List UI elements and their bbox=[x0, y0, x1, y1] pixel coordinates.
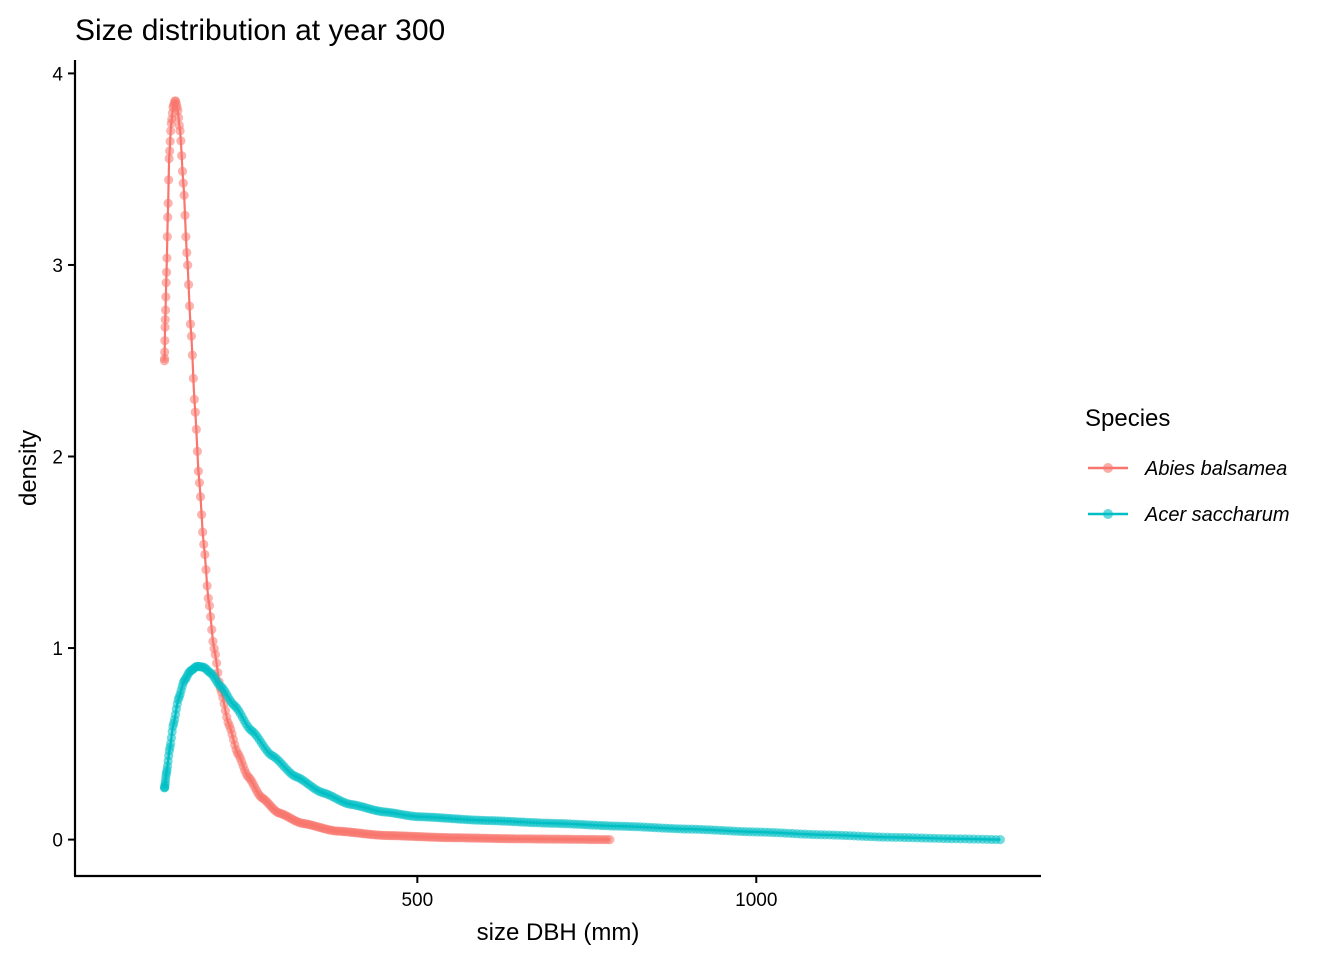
data-point bbox=[208, 636, 218, 646]
data-point bbox=[211, 658, 222, 668]
data-point bbox=[194, 478, 205, 488]
y-tick-label: 0 bbox=[52, 831, 63, 852]
legend-item-acer-saccharum[interactable]: Acer saccharum bbox=[1088, 504, 1290, 526]
x-tick-label: 1000 bbox=[735, 890, 777, 911]
data-point bbox=[605, 835, 615, 845]
data-point bbox=[160, 315, 170, 325]
data-point bbox=[160, 335, 170, 346]
data-point bbox=[159, 353, 170, 364]
legend-item-abies-balsamea[interactable]: Abies balsamea bbox=[1088, 458, 1287, 480]
data-point bbox=[163, 198, 173, 208]
data-point bbox=[188, 373, 198, 383]
data-point bbox=[161, 292, 171, 302]
legend-label: Abies balsamea bbox=[1144, 458, 1287, 480]
legend-title: Species bbox=[1085, 405, 1170, 432]
data-point bbox=[199, 539, 209, 549]
data-point bbox=[191, 424, 201, 435]
data-point bbox=[202, 581, 212, 591]
plot-area bbox=[159, 96, 1005, 845]
x-tick-label: 500 bbox=[401, 890, 433, 911]
data-point bbox=[175, 126, 185, 136]
data-point bbox=[185, 319, 196, 329]
data-point bbox=[181, 232, 191, 242]
data-point bbox=[166, 126, 176, 136]
legend-key-marker bbox=[1103, 463, 1113, 473]
data-point bbox=[203, 593, 213, 603]
data-point bbox=[195, 492, 206, 502]
data-point bbox=[160, 305, 171, 315]
data-point bbox=[187, 350, 197, 360]
data-point bbox=[179, 190, 189, 200]
data-point bbox=[205, 612, 216, 622]
y-axis-ticks: 0 1 2 3 4 bbox=[52, 64, 75, 852]
data-point bbox=[192, 446, 202, 456]
y-tick-label: 2 bbox=[52, 448, 63, 469]
series-acer-saccharum bbox=[159, 661, 1005, 845]
data-point bbox=[161, 278, 171, 288]
data-point bbox=[201, 565, 211, 575]
data-point bbox=[173, 112, 184, 123]
x-axis-title: size DBH (mm) bbox=[477, 919, 640, 946]
data-point bbox=[173, 105, 183, 116]
data-point bbox=[193, 466, 203, 476]
y-tick-label: 4 bbox=[52, 64, 63, 85]
data-point bbox=[165, 136, 175, 146]
data-point bbox=[177, 151, 187, 161]
legend-label: Acer saccharum bbox=[1144, 504, 1290, 526]
data-point bbox=[160, 322, 170, 332]
data-point bbox=[177, 166, 188, 176]
x-axis-ticks: 500 1000 bbox=[401, 876, 777, 911]
data-point bbox=[204, 601, 215, 611]
data-point bbox=[164, 153, 174, 164]
data-point bbox=[178, 178, 188, 188]
data-point bbox=[164, 175, 174, 185]
data-point bbox=[995, 835, 1005, 845]
y-tick-label: 3 bbox=[52, 256, 63, 277]
data-point bbox=[198, 527, 208, 537]
data-point bbox=[162, 232, 172, 242]
y-tick-label: 1 bbox=[52, 639, 63, 660]
data-point bbox=[160, 347, 170, 357]
data-point bbox=[180, 210, 190, 220]
data-point bbox=[163, 212, 173, 222]
data-point bbox=[182, 247, 192, 258]
data-point bbox=[189, 394, 199, 404]
data-point bbox=[162, 253, 172, 263]
data-point bbox=[176, 136, 186, 146]
chart-title: Size distribution at year 300 bbox=[75, 14, 445, 47]
data-point bbox=[165, 146, 175, 156]
data-point bbox=[161, 267, 172, 277]
data-point bbox=[210, 650, 220, 660]
legend: Species Abies balsamea Acer saccharum bbox=[1085, 405, 1290, 526]
legend-key-marker bbox=[1103, 509, 1113, 519]
data-point bbox=[184, 301, 195, 311]
data-point bbox=[183, 260, 193, 270]
data-point bbox=[186, 331, 196, 341]
data-point bbox=[200, 549, 210, 560]
y-axis-title: density bbox=[15, 430, 42, 506]
data-point bbox=[196, 510, 207, 520]
data-point bbox=[190, 407, 200, 417]
data-point bbox=[207, 625, 217, 635]
data-point bbox=[183, 279, 194, 290]
series-abies-balsamea bbox=[159, 96, 615, 845]
